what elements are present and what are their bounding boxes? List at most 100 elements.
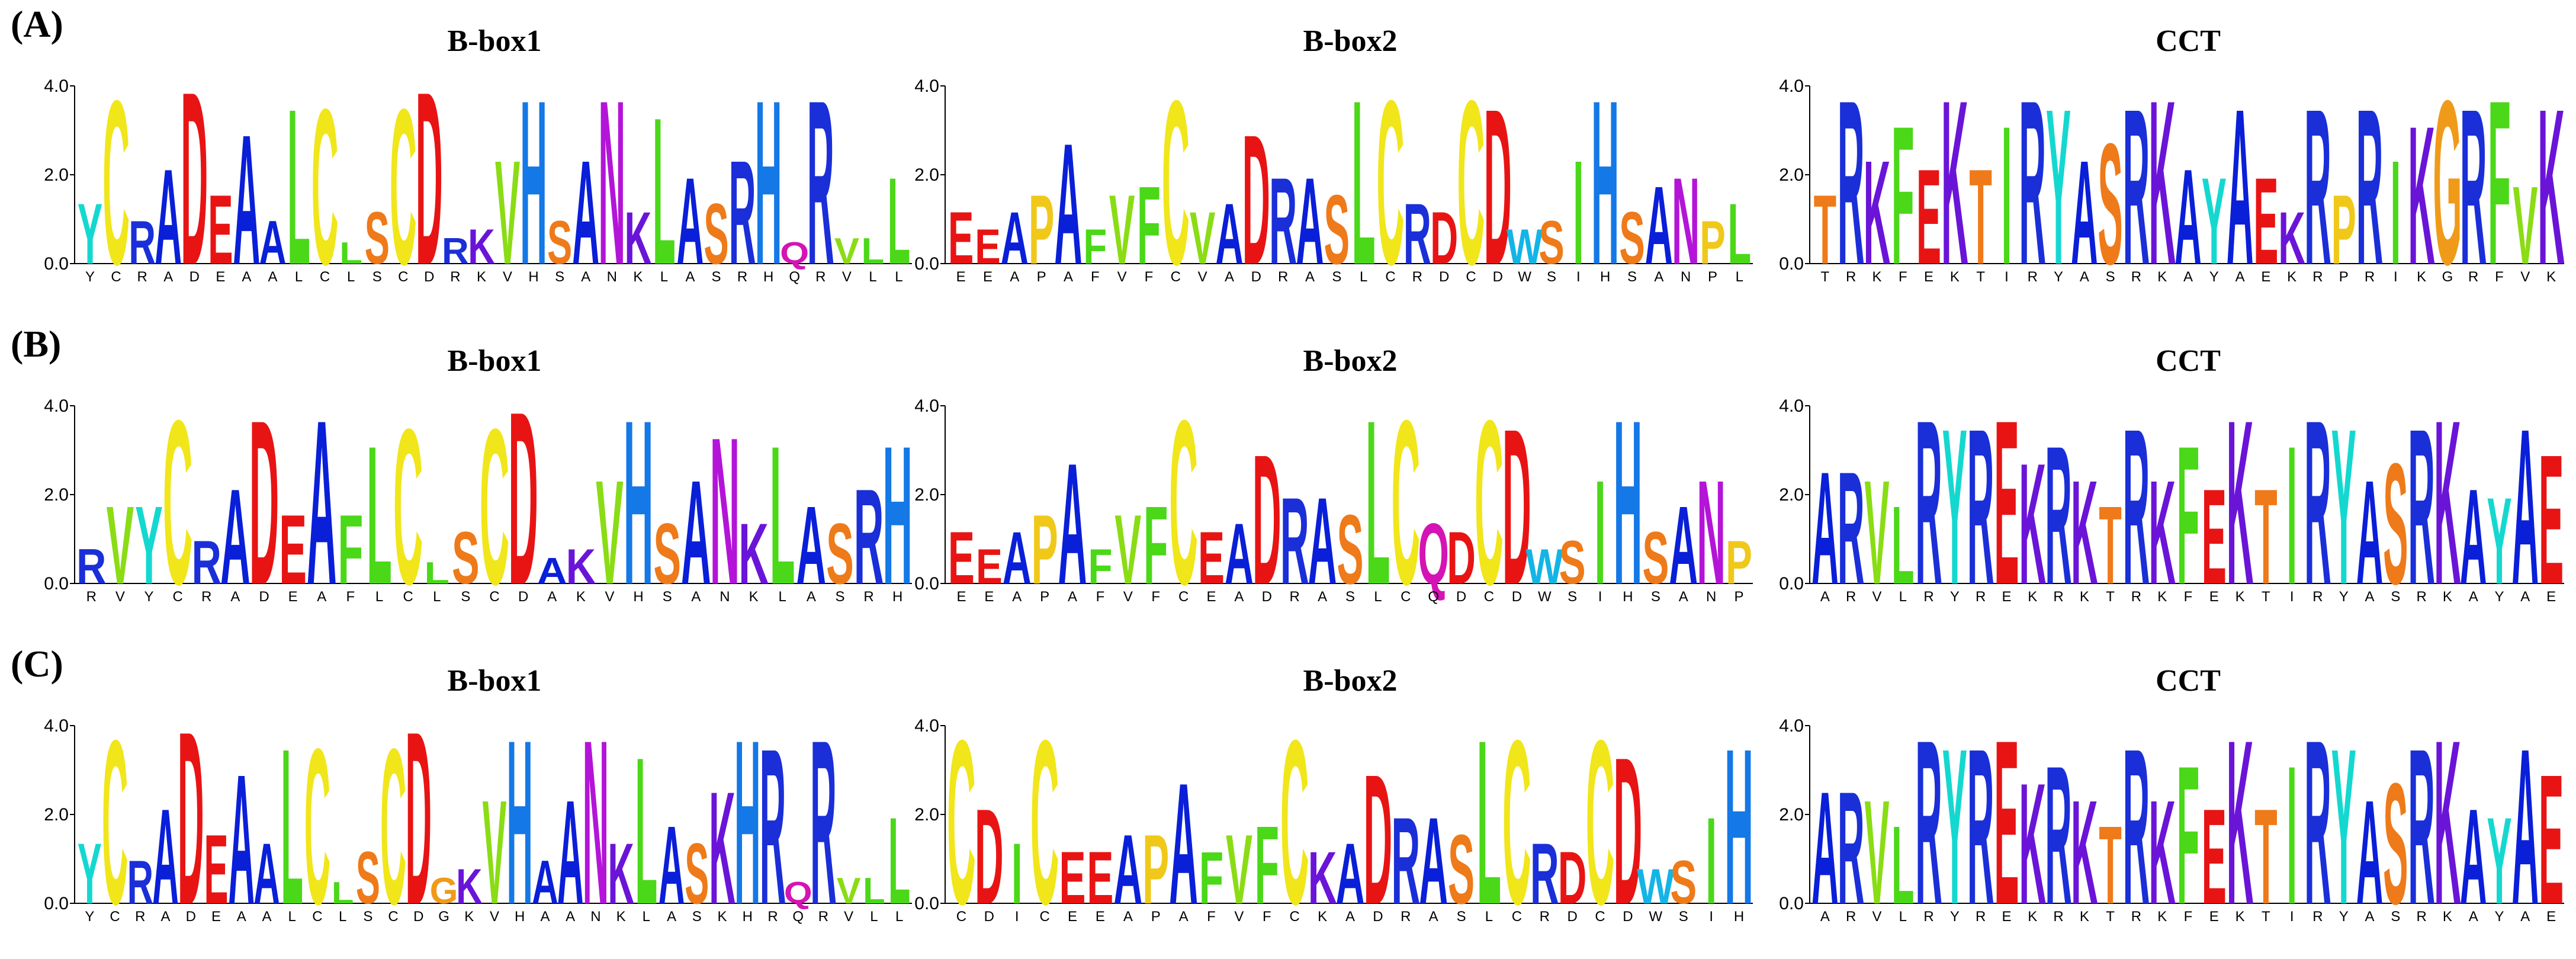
logo-letter: H [1614,372,1643,634]
position-label: R [1412,269,1422,285]
logo-letter: R [1403,185,1431,282]
y-tick-label: 0.0 [1779,894,1804,913]
logo-letter: L [1891,483,1915,607]
logo-letter: A [1058,426,1087,620]
logo-letter: A [1296,152,1324,290]
logo-letter: N [1697,449,1726,615]
logo-letter: A [1308,472,1337,610]
logo-letter: C [1280,692,1309,954]
logo-letter: R [2304,691,2331,954]
logo-letter: D [1502,383,1531,631]
sequence-logo: 0.02.04.0AA RR VV LL RR YY RR EE KK RR KK TT RR KK FF E… [1779,691,2564,954]
position-label: A [1012,589,1022,605]
logo-letter: C [102,52,130,315]
position-label: R [815,269,826,285]
logo-title: B-box1 [447,344,542,378]
logo-letter: A [2356,769,2384,935]
y-tick-label: 2.0 [1779,485,1804,505]
logo-letter: S [1670,848,1697,916]
logo-letter: L [1477,692,1501,954]
position-label: A [1068,589,1077,605]
logo-letter: L [653,74,676,308]
position-label: E [1207,589,1216,605]
logo-letter: Y [2046,63,2071,310]
position-label: C [111,269,121,285]
position-label: A [317,589,326,605]
logo-letter: A [220,461,250,612]
y-tick-label: 2.0 [1779,165,1804,185]
position-label: C [320,269,330,285]
logo-letter: C [311,63,339,310]
position-label: K [2157,589,2167,605]
y-tick-label: 4.0 [1779,716,1804,736]
logo-letter: D [1484,63,1512,311]
position-label: S [1679,909,1688,925]
logo-letter: A [2174,141,2202,293]
logo-letter: R [1967,703,1994,950]
position-label: T [2106,909,2115,925]
logo-letter: V [1864,450,1889,615]
position-label: I [1576,269,1581,285]
logo-letter: S [1559,528,1586,596]
position-label: A [1234,589,1244,605]
logo-letter: C [380,703,406,951]
position-label: E [216,269,225,285]
position-label: R [1278,269,1288,285]
y-tick-label: 4.0 [914,76,939,96]
logo-letter: L [367,406,392,626]
logo-letter: A [1336,826,1365,922]
logo-letter: R [807,52,834,315]
logo-letter: C [947,692,976,954]
logo-letter: H [755,52,782,315]
logo-letter: C [393,383,423,631]
logo-letter: P [1142,814,1169,924]
position-label: L [895,909,903,925]
logo-title: CCT [2156,24,2221,58]
logo-letter: E [975,219,1001,274]
position-label: S [461,589,470,605]
position-label: C [312,909,322,925]
logo-letter: C [1586,692,1615,954]
logo-letter: K [2071,450,2098,615]
logo-letter: D [406,681,432,957]
logo-letter: C [163,372,193,633]
position-label: E [2546,589,2556,605]
logo-letter: L [1352,52,1376,314]
logo-letter: K [2538,63,2565,310]
logo-title: B-box2 [1303,664,1398,698]
logo-letter: A [537,550,567,592]
panel-label: (B) [11,323,62,365]
position-label: E [1924,269,1933,285]
sequence-logo: 0.02.04.0TT RR KK FF EE KK TT II RR YY AA SS RR KK AA Y… [1779,52,2565,314]
logo-letter: A [677,152,704,290]
position-label: S [663,589,672,605]
logo-letter: R [192,528,222,596]
logo-letter: A [2512,703,2539,950]
position-label: S [1547,269,1556,285]
logo-letter: R [1530,826,1559,922]
position-label: C [388,909,398,925]
logo-letter: E [279,495,307,605]
position-label: A [161,909,171,925]
logo-title: B-box1 [447,24,542,58]
logo-letter: K [2148,450,2176,615]
logo-letter: G [2433,52,2462,314]
position-label: C [489,589,499,605]
position-label: W [1538,589,1552,605]
logo-letter: V [2513,163,2538,287]
position-label: I [2290,589,2294,605]
position-label: Y [2339,589,2349,605]
position-label: V [605,589,614,605]
position-label: A [1679,589,1688,605]
position-label: K [2028,909,2037,925]
position-label: Q [1428,589,1439,605]
position-label: V [1123,589,1133,605]
position-label: D [1251,269,1261,285]
position-label: N [590,909,600,925]
logo-letter: P [2331,174,2356,285]
position-label: T [2262,909,2270,925]
logo-letter: R [854,461,884,612]
logo-letter: S [2383,427,2408,620]
y-tick-label: 2.0 [44,485,69,505]
